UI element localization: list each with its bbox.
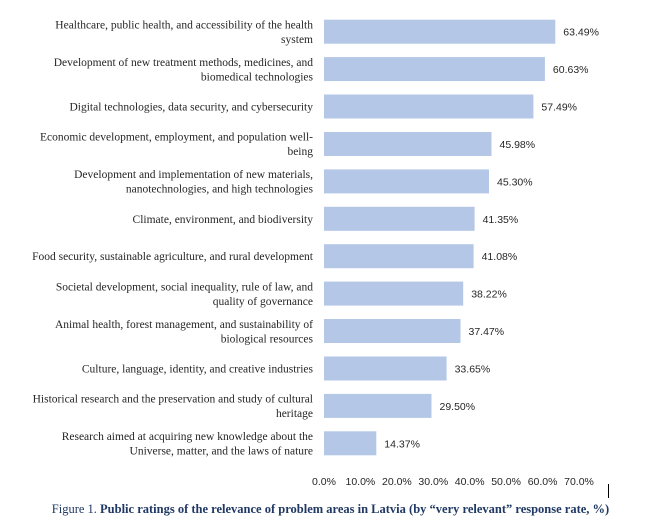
data-label: 60.63% [553, 64, 589, 76]
category-labels-group: Healthcare, public health, and accessibi… [32, 20, 314, 458]
category-label-line: Climate, environment, and biodiversity [133, 214, 314, 226]
x-tick-label: 0.0% [312, 476, 336, 488]
bar [324, 244, 474, 269]
category-label-line: system [281, 34, 313, 46]
category-label-line: Development of new treatment methods, me… [54, 57, 314, 69]
category-label-line: Research aimed at acquiring new knowledg… [62, 431, 313, 443]
bar [324, 206, 475, 231]
category-label: Digital technologies, data security, and… [69, 102, 313, 114]
data-label: 63.49% [563, 27, 599, 39]
category-label: Food security, sustainable agriculture, … [32, 251, 314, 263]
bar [324, 356, 447, 381]
data-label: 45.30% [497, 176, 533, 188]
bar-chart: Healthcare, public health, and accessibi… [32, 19, 599, 489]
category-label: Healthcare, public health, and accessibi… [55, 20, 313, 47]
category-label: Economic development, employment, and po… [40, 132, 313, 159]
category-label: Animal health, forest management, and su… [55, 319, 314, 346]
category-label-line: Healthcare, public health, and accessibi… [55, 20, 313, 32]
x-tick-label: 10.0% [346, 476, 376, 488]
x-tick-label: 30.0% [418, 476, 448, 488]
data-label: 57.49% [541, 102, 577, 114]
bars-group [324, 19, 556, 456]
category-label: Societal development, social inequality,… [56, 281, 313, 308]
category-label: Development of new treatment methods, me… [54, 57, 314, 84]
bar [324, 57, 545, 82]
category-label-line: quality of governance [213, 296, 313, 308]
category-label-line: biological resources [221, 333, 314, 345]
x-tick-label: 20.0% [382, 476, 412, 488]
caption-title: Public ratings of the relevance of probl… [100, 502, 610, 516]
bar [324, 94, 534, 119]
figure-caption: Figure 1. Public ratings of the relevanc… [0, 502, 661, 517]
category-label-line: Animal health, forest management, and su… [55, 319, 313, 331]
category-label-line: Historical research and the preservation… [33, 394, 313, 406]
category-label-line: Universe, matter, and the laws of nature [130, 446, 313, 458]
category-label: Research aimed at acquiring new knowledg… [62, 431, 313, 458]
bar [324, 431, 377, 456]
x-tick-label: 70.0% [564, 476, 594, 488]
category-label-line: heritage [276, 408, 313, 420]
data-label: 37.47% [469, 326, 505, 338]
bar [324, 132, 492, 156]
category-label: Climate, environment, and biodiversity [133, 214, 314, 226]
x-axis-ticks-group: 0.0% 10.0% 20.0% 30.0% 40.0% 50.0% 60.0% 70.0% [312, 476, 594, 488]
category-label: Culture, language, identity, and creativ… [82, 364, 314, 376]
category-label-line: biomedical technologies [201, 71, 314, 83]
bar [324, 281, 464, 306]
data-label: 38.22% [471, 289, 507, 301]
text-cursor [608, 484, 609, 498]
data-label: 41.35% [483, 214, 519, 226]
bar [324, 169, 489, 194]
caption-prefix: Figure 1. [51, 502, 101, 516]
category-label-line: being [287, 146, 313, 158]
data-label: 14.37% [384, 438, 420, 450]
category-label-line: Development and implementation of new ma… [74, 169, 313, 181]
category-label-line: Culture, language, identity, and creativ… [82, 364, 314, 376]
bar [324, 319, 461, 343]
category-label-line: Food security, sustainable agriculture, … [32, 251, 314, 263]
value-labels-group: 63.49% 60.63% 57.49% 45.98% 45.30% 41.35% 41.0… [384, 27, 599, 451]
category-label-line: Societal development, social inequality,… [56, 281, 313, 293]
category-label: Historical research and the preservation… [33, 394, 313, 421]
category-label-line: Digital technologies, data security, and… [69, 102, 313, 114]
category-label-line: nanotechnologies, and high technologies [126, 184, 314, 196]
data-label: 45.98% [500, 139, 536, 151]
bar [324, 19, 556, 44]
data-label: 29.50% [440, 401, 476, 413]
x-tick-label: 60.0% [528, 476, 558, 488]
x-tick-label: 40.0% [455, 476, 485, 488]
x-tick-label: 50.0% [491, 476, 521, 488]
category-label-line: Economic development, employment, and po… [40, 132, 313, 144]
data-label: 33.65% [455, 364, 491, 376]
bar [324, 393, 432, 418]
data-label: 41.08% [482, 251, 518, 263]
category-label: Development and implementation of new ma… [74, 169, 313, 196]
